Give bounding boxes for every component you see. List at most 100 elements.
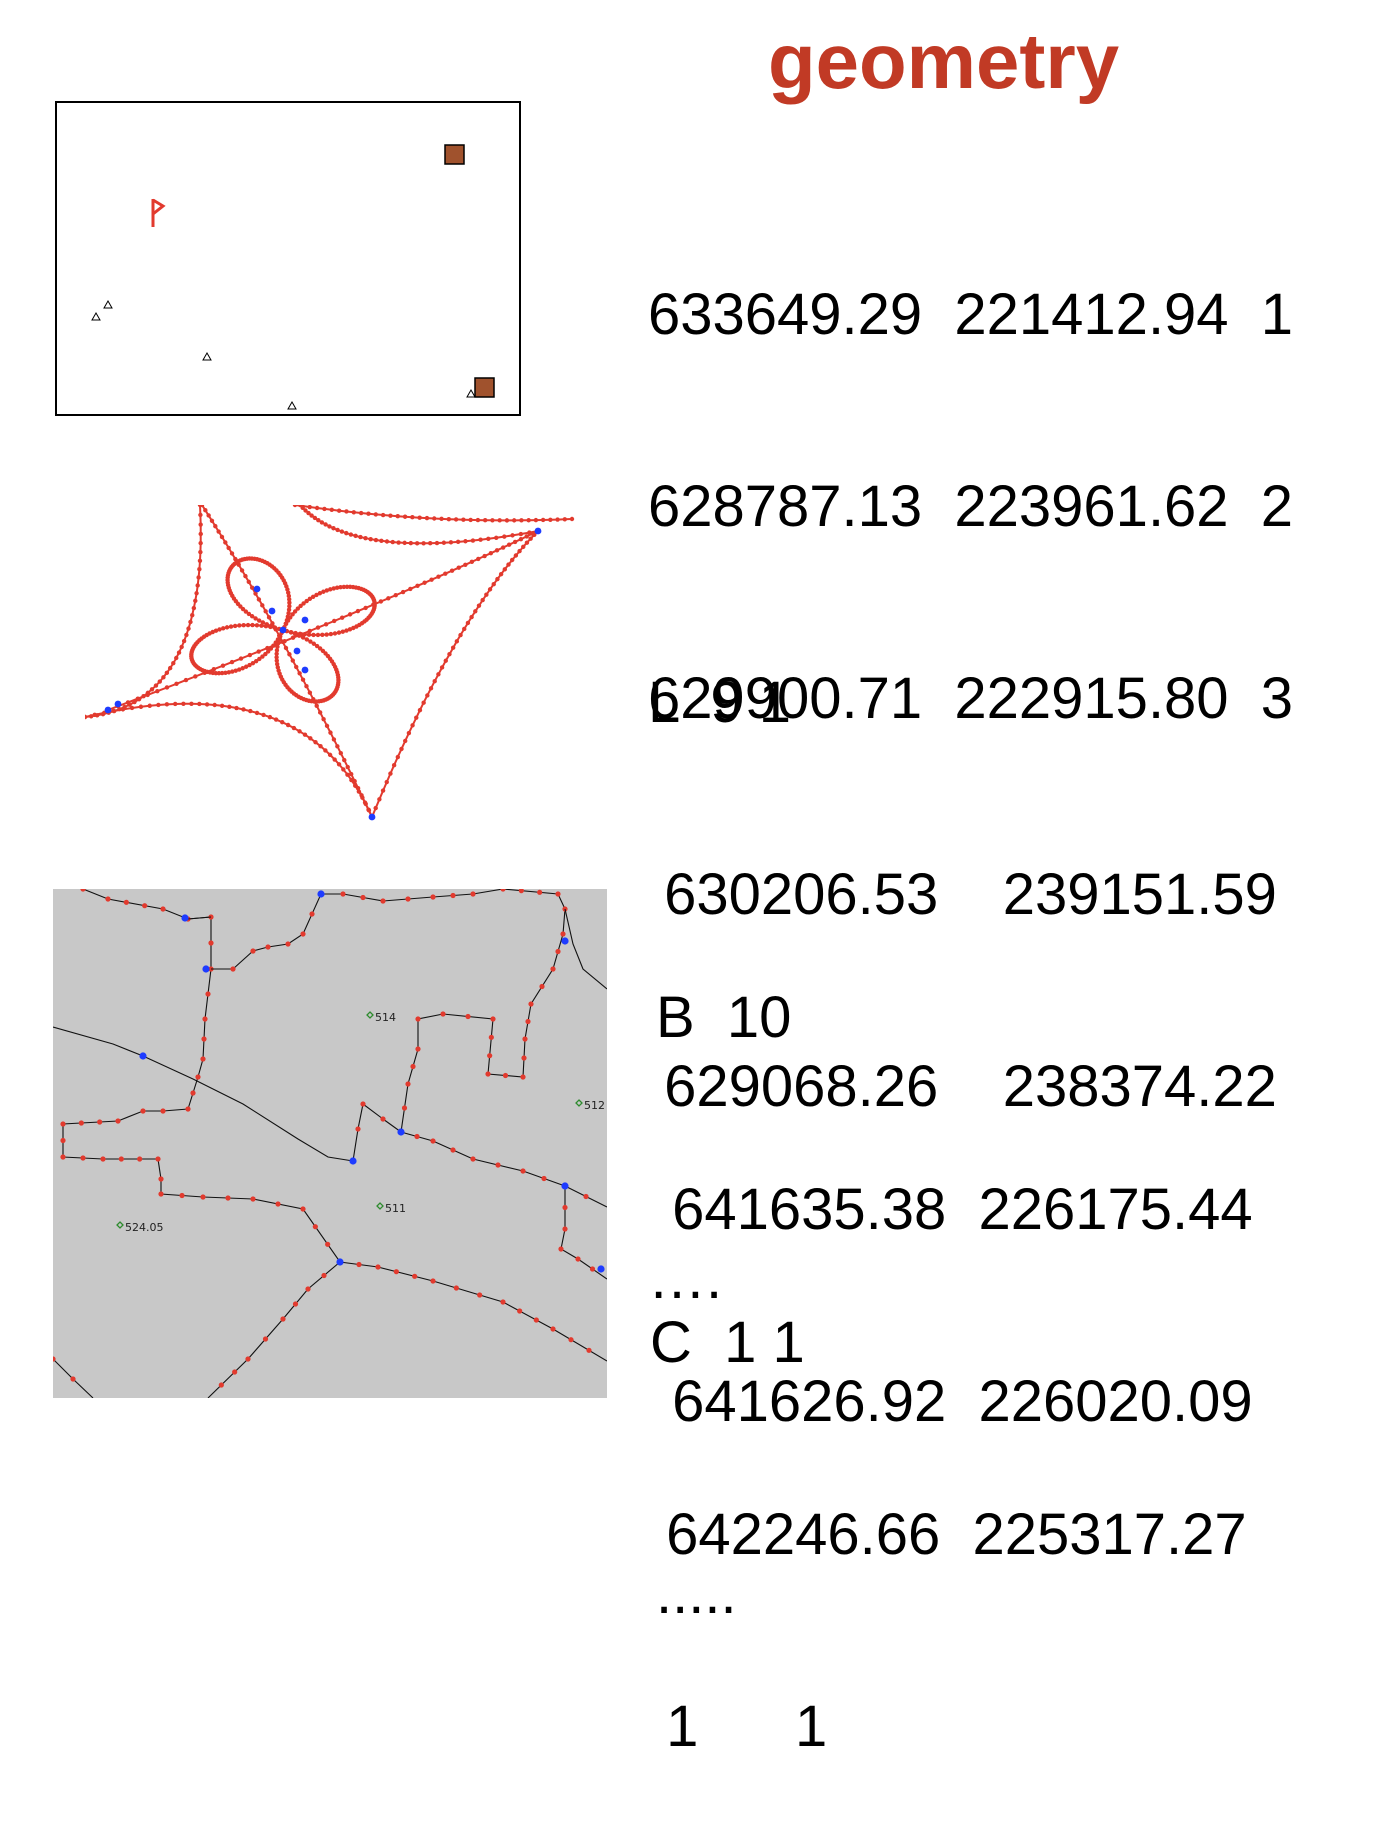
coordinate-row: 629068.26 238374.22 xyxy=(648,1054,1277,1119)
vertex xyxy=(238,656,244,661)
vertex xyxy=(395,754,401,760)
vertex xyxy=(482,553,487,559)
vertex xyxy=(247,662,252,668)
vertex xyxy=(216,671,222,676)
vertex xyxy=(473,609,478,614)
vertex xyxy=(196,575,201,580)
vertex xyxy=(220,663,226,668)
vertex xyxy=(555,517,560,522)
node xyxy=(317,890,325,898)
vertex xyxy=(293,630,298,636)
vertex xyxy=(417,707,423,713)
vertex xyxy=(280,719,285,725)
triangle-icon xyxy=(202,351,212,361)
svg-text:514: 514 xyxy=(375,1011,396,1024)
node xyxy=(336,1258,344,1266)
vertex xyxy=(194,591,199,596)
vertex xyxy=(125,700,131,705)
vertex xyxy=(230,966,236,972)
vertex xyxy=(470,891,476,897)
vertex xyxy=(191,605,197,611)
vertex xyxy=(518,531,524,537)
node xyxy=(534,527,542,535)
vertex xyxy=(338,585,343,590)
svg-text:511: 511 xyxy=(385,1202,406,1215)
vertex xyxy=(548,517,553,522)
vertex xyxy=(301,601,306,606)
vertex xyxy=(304,683,309,689)
vertex xyxy=(589,1266,596,1272)
vertex xyxy=(478,537,483,542)
vertex xyxy=(482,517,488,523)
vertex xyxy=(167,665,173,671)
node xyxy=(139,1052,147,1060)
vertex xyxy=(78,1120,84,1126)
vertex xyxy=(524,540,530,545)
vertex xyxy=(386,596,391,601)
vertex xyxy=(375,1264,381,1270)
vertex xyxy=(250,1196,256,1202)
vertex xyxy=(339,615,345,620)
vertex xyxy=(142,903,148,909)
vertex xyxy=(272,625,278,630)
vertex xyxy=(287,600,292,605)
line-feature xyxy=(297,505,541,546)
vertex xyxy=(198,512,203,518)
vertex xyxy=(198,531,203,537)
vertex xyxy=(135,696,141,701)
vertex xyxy=(355,786,361,791)
vertex xyxy=(195,583,200,588)
vertex xyxy=(388,513,393,518)
vertex xyxy=(469,559,475,565)
vertex xyxy=(348,532,354,537)
vertex xyxy=(410,1063,416,1070)
vertex xyxy=(488,550,494,556)
vertex xyxy=(307,628,312,634)
vertex xyxy=(240,666,245,671)
vertex xyxy=(199,505,205,508)
vertex xyxy=(321,716,326,722)
vertex xyxy=(373,537,379,543)
vertex xyxy=(317,646,323,651)
vertex xyxy=(241,707,246,712)
vertex xyxy=(206,513,211,518)
vertex xyxy=(336,762,342,767)
vertex xyxy=(153,683,159,688)
vertex xyxy=(586,1347,592,1353)
vertex xyxy=(297,671,302,676)
vertex xyxy=(249,585,255,590)
vertex xyxy=(292,505,298,508)
vertex xyxy=(315,632,321,638)
node xyxy=(301,616,309,624)
vertex xyxy=(450,892,456,899)
vertex xyxy=(290,635,296,640)
node xyxy=(268,607,276,615)
vertex xyxy=(320,632,325,638)
vertex xyxy=(446,516,452,522)
vertex xyxy=(193,598,198,603)
vertex xyxy=(312,1224,318,1230)
vertex xyxy=(265,645,270,651)
vertex xyxy=(92,712,97,717)
vertex xyxy=(239,568,245,573)
vertex xyxy=(209,518,215,523)
vertex xyxy=(160,1108,166,1114)
vertex xyxy=(217,627,222,632)
boundary-line xyxy=(350,1101,607,1208)
vertex xyxy=(414,541,420,546)
vertex xyxy=(275,637,281,642)
points-map xyxy=(91,144,495,410)
line-feature xyxy=(292,505,575,523)
boundary-line xyxy=(53,1356,94,1398)
line-feature xyxy=(369,528,541,820)
vertex xyxy=(520,1074,526,1080)
vertex xyxy=(80,889,86,892)
vertex xyxy=(355,1126,361,1132)
vertex xyxy=(495,1162,501,1168)
vertex xyxy=(262,1336,269,1342)
vertex xyxy=(334,585,340,590)
vertex xyxy=(344,509,349,514)
vertex xyxy=(260,603,265,608)
vertex xyxy=(541,1175,547,1182)
vertex xyxy=(528,1001,534,1007)
